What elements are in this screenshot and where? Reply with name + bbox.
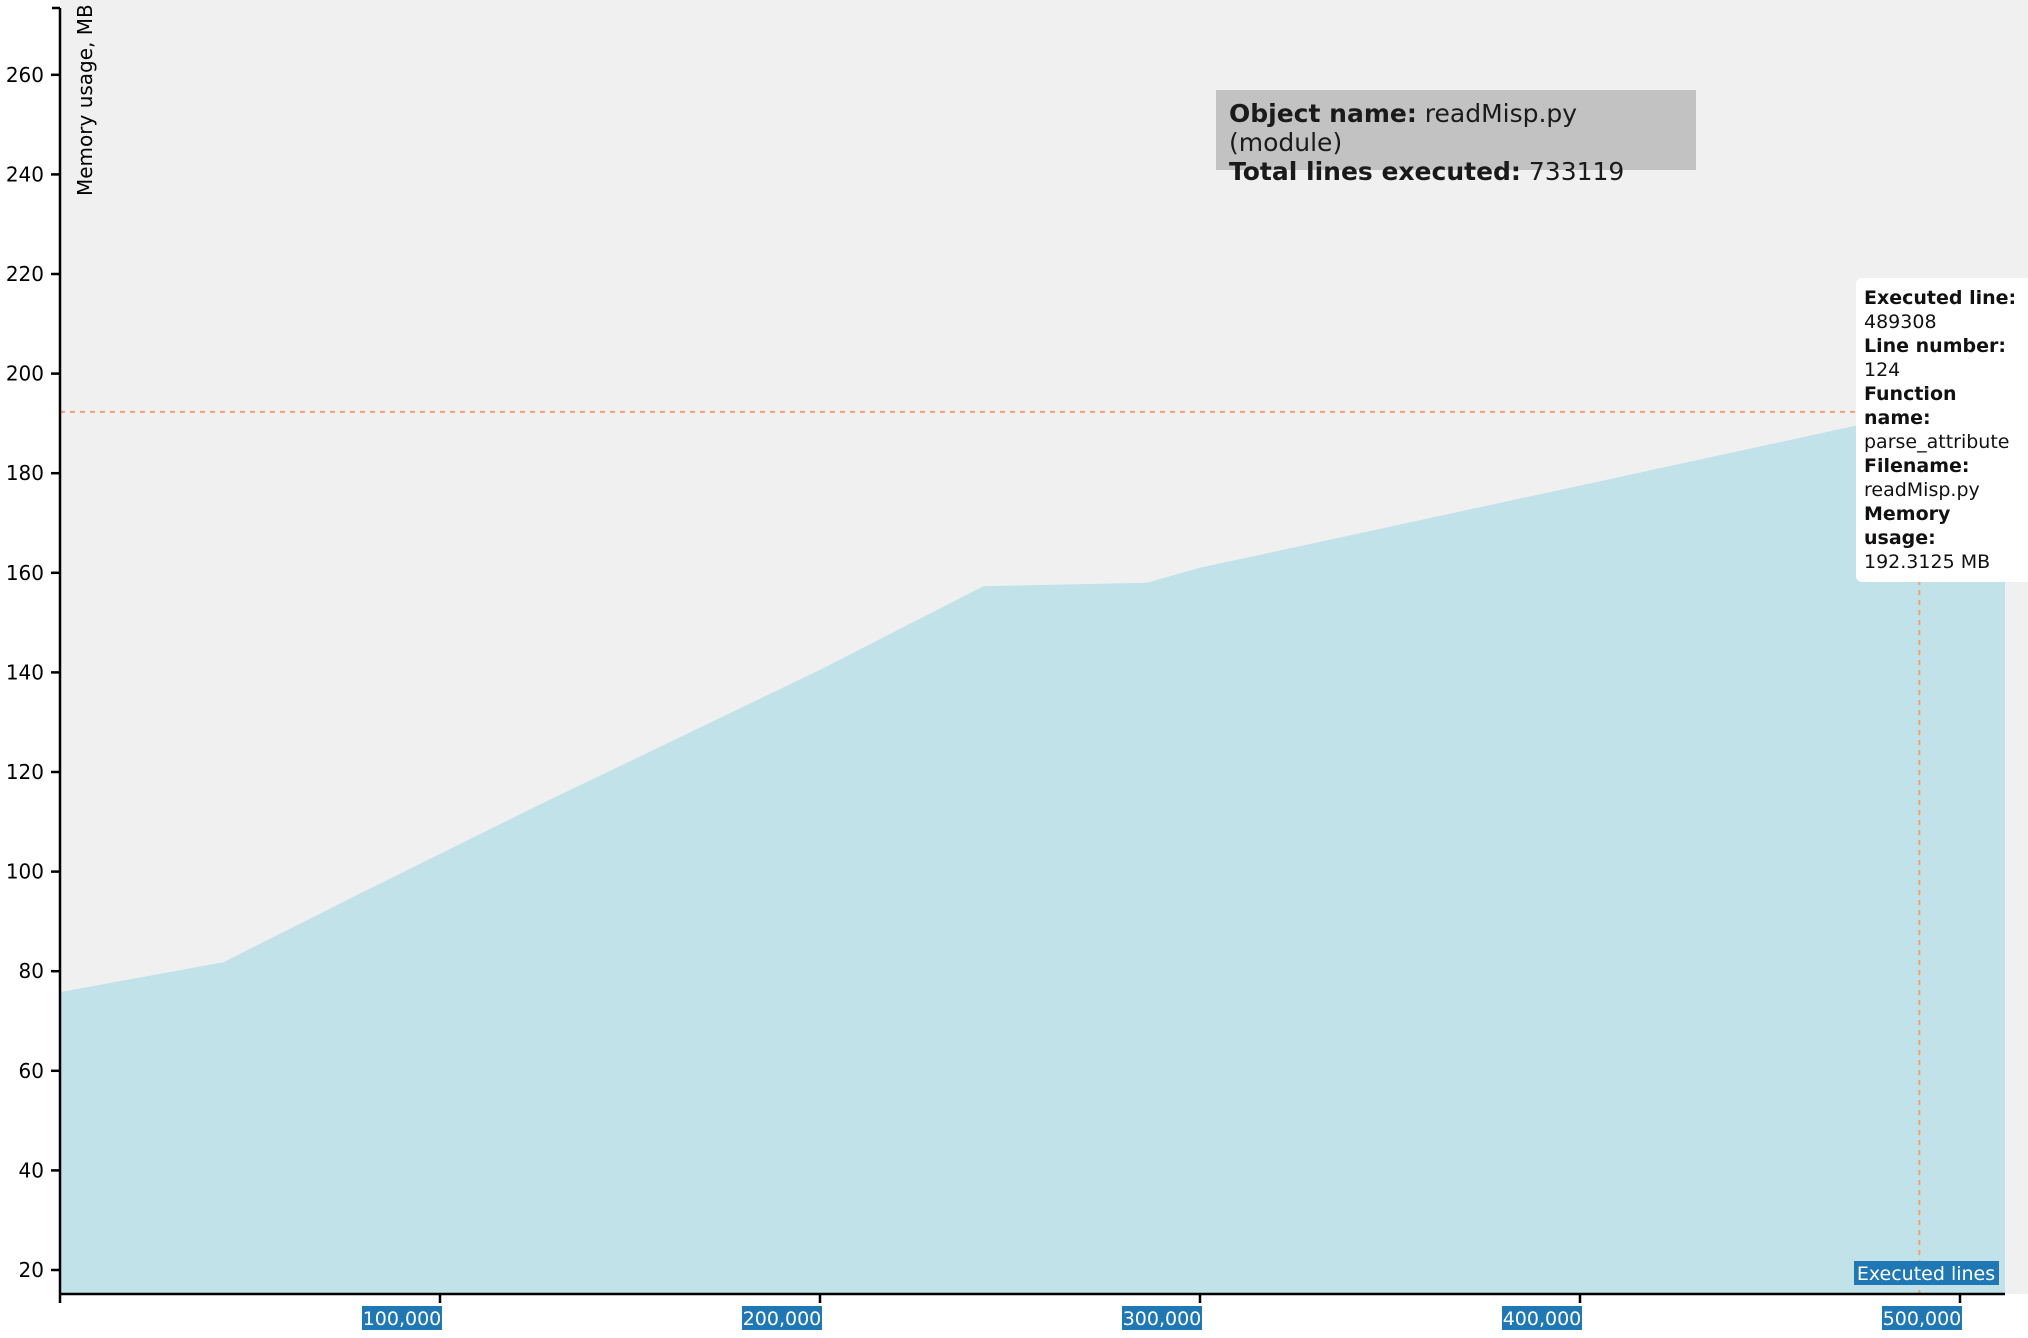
y-tick-label-bg <box>0 746 48 798</box>
tooltip-memory-value: 192.3125 MB <box>1864 551 1991 573</box>
tooltip-line-value: 124 <box>1864 359 1901 381</box>
y-axis-label: Memory usage, MB <box>73 4 97 196</box>
total-lines-label: Total lines executed: <box>1229 157 1521 186</box>
x-tick-label-bg <box>1122 1306 1202 1330</box>
y-tick-label: 40 <box>19 1158 44 1182</box>
y-tick-label-bg <box>0 1244 48 1296</box>
object-name-label: Object name: <box>1229 99 1417 128</box>
object-info-box: Object name: readMisp.py (module) Total … <box>1216 90 1696 186</box>
y-tick-label-bg <box>0 546 48 599</box>
y-tick-label: 140 <box>6 660 44 684</box>
y-tick-label: 260 <box>6 63 44 87</box>
tooltip-filename-value: readMisp.py <box>1864 479 1980 501</box>
tooltip-filename-label: Filename: <box>1864 455 1970 477</box>
x-tick-label: 100,000 <box>363 1308 442 1330</box>
x-tick-label: 500,000 <box>1883 1308 1962 1330</box>
tooltip-executed-label: Executed line: <box>1864 287 2017 309</box>
y-tick-label: 60 <box>19 1059 44 1083</box>
x-axis-label: Executed lines <box>1857 1263 1995 1285</box>
y-tick-label: 120 <box>6 760 44 784</box>
y-tick-label: 180 <box>6 461 44 485</box>
y-tick-label: 20 <box>19 1258 44 1282</box>
x-tick-label-bg <box>742 1306 822 1330</box>
x-tick-label: 400,000 <box>1503 1308 1582 1330</box>
x-tick-label: 200,000 <box>743 1308 822 1330</box>
x-tick-label-bg <box>362 1306 442 1330</box>
x-tick-label-bg <box>1502 1306 1582 1330</box>
y-tick-label-bg <box>0 148 48 201</box>
total-lines-value: 733119 <box>1528 157 1625 186</box>
y-tick-label: 220 <box>6 262 44 286</box>
y-tick-label-bg <box>0 48 48 101</box>
area-layer <box>60 411 2005 1294</box>
x-axis-band <box>0 1296 2028 1338</box>
y-tick-label: 240 <box>6 162 44 186</box>
y-tick-label-bg <box>0 347 48 400</box>
memory-area-series <box>60 411 2005 1294</box>
object-name-value: readMisp.py (module) <box>1229 99 1578 157</box>
y-tick-label: 80 <box>19 959 44 983</box>
guide-layer <box>60 410 2028 1294</box>
tooltip-function-value: parse_attribute <box>1864 431 2010 453</box>
y-tick-label-bg <box>0 646 48 699</box>
y-tick-label: 100 <box>6 860 44 884</box>
tooltip-memory-label: Memory usage: <box>1864 503 1951 549</box>
y-tick-label-bg <box>0 447 48 500</box>
y-tick-label-bg <box>0 1144 48 1197</box>
y-tick-label: 200 <box>6 362 44 386</box>
tooltip-function-label: Function name: <box>1864 383 1957 429</box>
x-tick-label-bg <box>1882 1306 1962 1330</box>
tooltip-executed-value: 489308 <box>1864 311 1937 333</box>
y-tick-label: 160 <box>6 561 44 585</box>
hover-tooltip: Executed line: 489308 Line number: 124 F… <box>1856 278 2028 582</box>
y-tick-label-bg <box>0 845 48 898</box>
y-tick-label-bg <box>0 1044 48 1097</box>
axis-layer: 20 40 60 80 100 120 140 160 180 200 220 240 260 100,0… <box>0 6 2028 1338</box>
x-axis-label-bg <box>1854 1261 1999 1285</box>
tooltip-line-label: Line number: <box>1864 335 2006 357</box>
y-tick-label-bg <box>0 248 48 300</box>
y-tick-label-bg <box>0 945 48 998</box>
x-tick-label: 300,000 <box>1123 1308 1202 1330</box>
